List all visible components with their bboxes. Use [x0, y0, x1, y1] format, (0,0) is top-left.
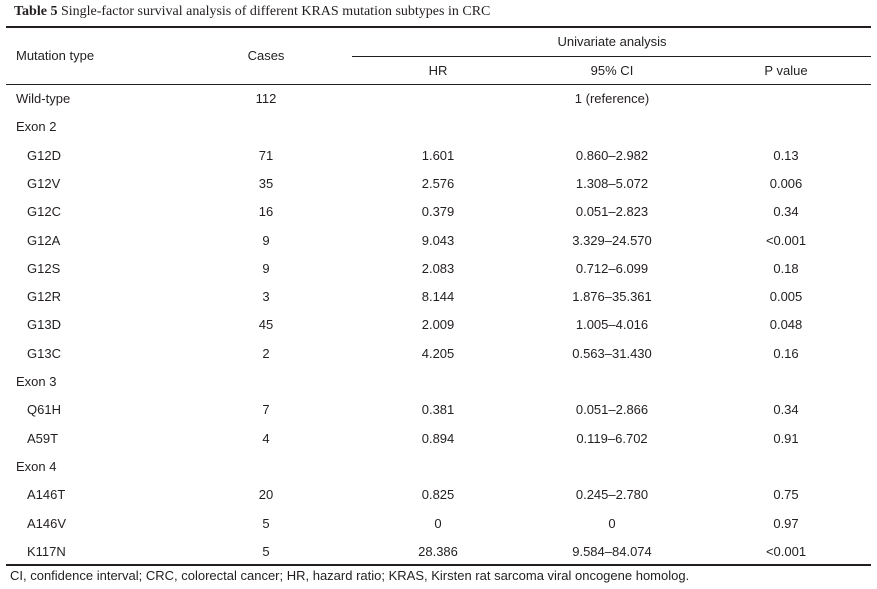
cell-ci: 0.860–2.982 — [575, 148, 649, 163]
cell-ci: 0.563–31.430 — [572, 346, 652, 361]
cell-cases: 71 — [258, 148, 274, 163]
cell-p-value: <0.001 — [765, 544, 807, 559]
header-ci: 95% CI — [590, 63, 634, 78]
cell-p-value: 0.97 — [773, 516, 799, 531]
cell-ci: 3.329–24.570 — [572, 233, 652, 248]
cell-hr: 2.009 — [421, 317, 455, 332]
cell-cases: 4 — [262, 431, 270, 446]
cell-mutation-type: G12A — [27, 233, 61, 248]
cell-p-value: 0.13 — [773, 148, 799, 163]
cell-ci: 9.584–84.074 — [572, 544, 652, 559]
cell-hr: 2.576 — [421, 176, 455, 191]
header-hr: HR — [428, 63, 448, 78]
table-title-text: Single-factor survival analysis of diffe… — [60, 4, 491, 19]
cell-mutation-type: A146T — [27, 487, 66, 502]
cell-cases: 2 — [262, 346, 270, 361]
cell-hr: 0.381 — [421, 402, 455, 417]
cell-p-value: 0.005 — [769, 289, 803, 304]
cell-mutation-type: G13C — [27, 346, 61, 361]
cell-mutation-type: A59T — [27, 431, 59, 446]
cell-hr: 0.894 — [421, 431, 455, 446]
cell-hr: 0.379 — [421, 204, 455, 219]
cell-p-value: 0.18 — [773, 261, 799, 276]
cell-cases: 3 — [262, 289, 270, 304]
header-p-value: P value — [764, 63, 808, 78]
cell-hr: 1.601 — [421, 148, 455, 163]
footnote: CI, confidence interval; CRC, colorectal… — [10, 568, 690, 583]
cell-mutation-type: G12S — [27, 261, 61, 276]
cell-ci: 0 — [608, 516, 616, 531]
cell-p-value: <0.001 — [765, 233, 807, 248]
cell-hr: 0 — [434, 516, 442, 531]
cell-hr: 2.083 — [421, 261, 455, 276]
table-title: Table 5 Single-factor survival analysis … — [14, 4, 490, 20]
cell-ci: 1 (reference) — [574, 91, 650, 106]
cell-mutation-type: G12D — [27, 148, 61, 163]
cell-hr: 4.205 — [421, 346, 455, 361]
cell-ci: 0.051–2.823 — [575, 204, 649, 219]
header-bottom-rule — [6, 84, 871, 85]
cell-cases: 20 — [258, 487, 274, 502]
cell-mutation-type: Exon 2 — [16, 119, 57, 134]
bottom-rule — [6, 564, 871, 566]
cell-ci: 0.712–6.099 — [575, 261, 649, 276]
cell-ci: 1.876–35.361 — [572, 289, 652, 304]
univariate-rule — [352, 56, 871, 57]
cell-mutation-type: Exon 3 — [16, 374, 57, 389]
cell-cases: 5 — [262, 516, 270, 531]
cell-p-value: 0.16 — [773, 346, 799, 361]
cell-mutation-type: G12R — [27, 289, 61, 304]
cell-ci: 0.051–2.866 — [575, 402, 649, 417]
cell-mutation-type: Wild-type — [16, 91, 71, 106]
cell-hr: 28.386 — [418, 544, 458, 559]
cell-mutation-type: Q61H — [27, 402, 61, 417]
cell-mutation-type: A146V — [27, 516, 67, 531]
cell-p-value: 0.34 — [773, 204, 799, 219]
cell-mutation-type: G12V — [27, 176, 61, 191]
cell-cases: 9 — [262, 233, 270, 248]
cell-p-value: 0.048 — [769, 317, 803, 332]
cell-ci: 0.245–2.780 — [575, 487, 649, 502]
cell-hr: 0.825 — [421, 487, 455, 502]
cell-mutation-type: G12C — [27, 204, 61, 219]
cell-cases: 35 — [258, 176, 274, 191]
header-univariate-analysis: Univariate analysis — [557, 34, 667, 49]
cell-mutation-type: K117N — [27, 544, 66, 559]
cell-hr: 8.144 — [421, 289, 455, 304]
cell-hr: 9.043 — [421, 233, 455, 248]
cell-mutation-type: G13D — [27, 317, 61, 332]
header-mutation-type: Mutation type — [16, 48, 95, 63]
table-label: Table 5 — [14, 4, 58, 19]
cell-mutation-type: Exon 4 — [16, 459, 57, 474]
top-rule — [6, 26, 871, 28]
cell-p-value: 0.75 — [773, 487, 799, 502]
cell-cases: 112 — [255, 91, 277, 106]
cell-cases: 9 — [262, 261, 270, 276]
cell-cases: 7 — [262, 402, 270, 417]
cell-p-value: 0.006 — [769, 176, 803, 191]
cell-cases: 5 — [262, 544, 270, 559]
cell-p-value: 0.34 — [773, 402, 799, 417]
header-cases: Cases — [247, 48, 285, 63]
cell-p-value: 0.91 — [773, 431, 799, 446]
cell-cases: 45 — [258, 317, 274, 332]
cell-cases: 16 — [258, 204, 274, 219]
cell-ci: 1.005–4.016 — [575, 317, 649, 332]
cell-ci: 1.308–5.072 — [575, 176, 649, 191]
cell-ci: 0.119–6.702 — [576, 431, 648, 446]
